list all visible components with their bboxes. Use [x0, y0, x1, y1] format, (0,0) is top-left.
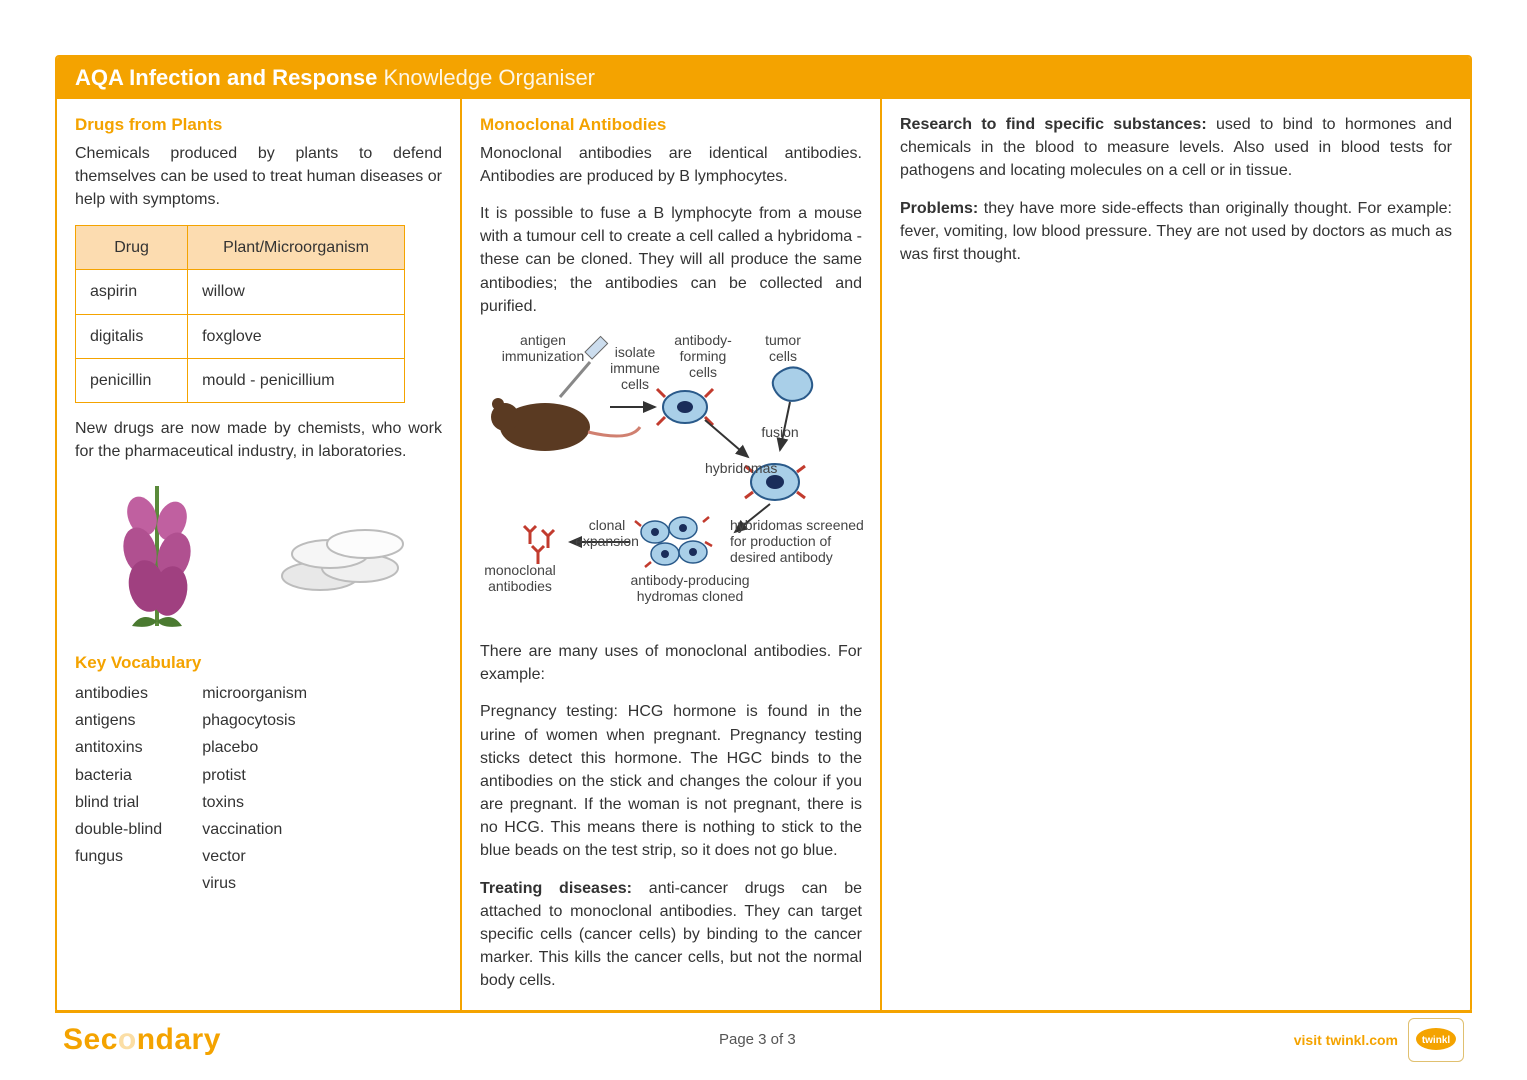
svg-text:twinkl: twinkl	[1422, 1035, 1451, 1046]
footer-right: visit twinkl.com twinkl	[1294, 1018, 1464, 1062]
diagram-label: monoclonalantibodies	[480, 562, 560, 594]
diagram-label: isolateimmunecells	[605, 344, 665, 392]
table-row: aspirin willow	[76, 270, 405, 314]
table-header: Drug	[76, 226, 188, 270]
drug-table: Drug Plant/Microorganism aspirin willow …	[75, 225, 405, 403]
diagram-label: hybridomas	[705, 460, 785, 476]
diagram-label: hybridomas screenedfor production ofdesi…	[730, 517, 870, 565]
twinkl-logo-icon: twinkl	[1408, 1018, 1464, 1062]
column-drugs-from-plants: Drugs from Plants Chemicals produced by …	[57, 99, 462, 1011]
diagram-label: antigenimmunization	[498, 332, 588, 364]
column-monoclonal: Monoclonal Antibodies Monoclonal antibod…	[462, 99, 882, 1011]
table-header: Plant/Microorganism	[188, 226, 405, 270]
diagram-label: clonalexpansion	[572, 517, 642, 549]
vocab-title: Key Vocabulary	[75, 651, 442, 676]
table-row: digitalis foxglove	[76, 314, 405, 358]
paragraph: It is possible to fuse a B lymphocyte fr…	[480, 202, 862, 318]
diagram-label: tumorcells	[758, 332, 808, 364]
diagram-label: antibody-producinghydromas cloned	[615, 572, 765, 604]
vocab-col-right: microorganism phagocytosis placebo proti…	[202, 680, 307, 898]
page-number: Page 3 of 3	[719, 1031, 796, 1048]
paragraph: Pregnancy testing: HCG hormone is found …	[480, 700, 862, 862]
page-footer: Secondary Page 3 of 3 visit twinkl.com t…	[55, 1010, 1472, 1060]
diagram-label: fusion	[755, 424, 805, 440]
header-title-light: Knowledge Organiser	[377, 65, 595, 90]
table-header-row: Drug Plant/Microorganism	[76, 226, 405, 270]
vocab-columns: antibodies antigens antitoxins bacteria …	[75, 680, 442, 898]
paragraph: There are many uses of monoclonal antibo…	[480, 640, 862, 686]
paragraph: Treating diseases: anti-cancer drugs can…	[480, 877, 862, 993]
section-title: Monoclonal Antibodies	[480, 113, 862, 138]
header-title-bold: AQA Infection and Response	[75, 65, 377, 90]
outro-paragraph: New drugs are now made by chemists, who …	[75, 417, 442, 463]
table-row: penicillin mould - penicillium	[76, 358, 405, 402]
paragraph: Problems: they have more side-effects th…	[900, 197, 1452, 267]
footer-visit-link[interactable]: visit twinkl.com	[1294, 1032, 1398, 1048]
illustration-row	[75, 481, 442, 631]
content-columns: Drugs from Plants Chemicals produced by …	[57, 99, 1470, 1011]
intro-paragraph: Chemicals produced by plants to defend t…	[75, 142, 442, 212]
paragraph: Monoclonal antibodies are identical anti…	[480, 142, 862, 188]
pills-icon	[265, 506, 415, 606]
section-title: Drugs from Plants	[75, 113, 442, 138]
vocab-col-left: antibodies antigens antitoxins bacteria …	[75, 680, 162, 898]
page-header: AQA Infection and Response Knowledge Org…	[57, 57, 1470, 99]
foxglove-icon	[102, 481, 212, 631]
worksheet-page: AQA Infection and Response Knowledge Org…	[55, 55, 1472, 1013]
diagram-label: antibody-formingcells	[668, 332, 738, 380]
hybridoma-diagram: antigenimmunization isolateimmunecells a…	[480, 332, 862, 622]
paragraph: Research to find specific substances: us…	[900, 113, 1452, 183]
column-extra: Research to find specific substances: us…	[882, 99, 1470, 1011]
footer-brand: Secondary	[63, 1023, 221, 1057]
